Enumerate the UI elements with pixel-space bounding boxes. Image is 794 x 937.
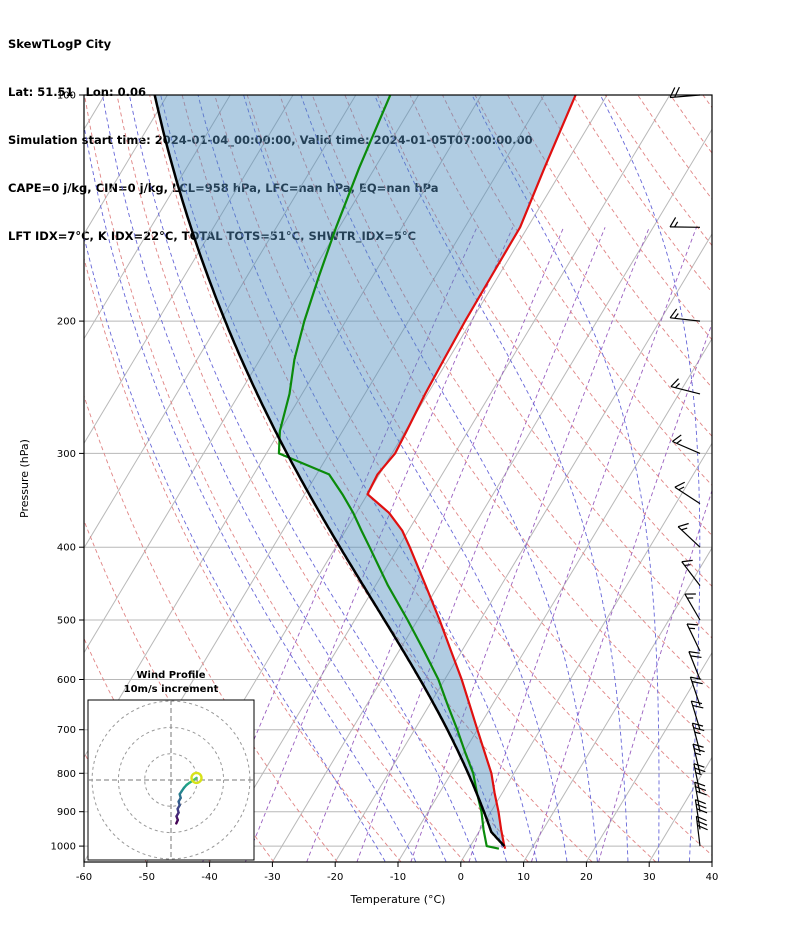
moist-adiabat-lines (84, 95, 701, 862)
negative-area-shading (154, 95, 576, 849)
hodograph-top-marker (190, 771, 203, 785)
x-tick-label: -50 (139, 872, 155, 883)
hodograph-subtitle: 10m/s increment (124, 684, 219, 695)
dewpoint-curve (277, 95, 500, 850)
x-tick-label: 40 (706, 872, 719, 883)
temperature-curve (366, 95, 577, 850)
x-tick-label: 0 (458, 872, 464, 883)
x-tick-label: 10 (517, 872, 530, 883)
header: SkewTLogP City Lat: 51.51 Lon: 0.06 Simu… (8, 4, 533, 276)
y-tick-label: 700 (57, 725, 76, 736)
hodograph-ring (117, 726, 225, 834)
hodograph-inset: Wind Profile 10m/s increment (87, 670, 255, 861)
y-tick-label: 1000 (51, 842, 76, 853)
hodograph-ring (144, 753, 198, 807)
hodograph-ring (91, 700, 251, 860)
x-tick-label: 30 (643, 872, 656, 883)
parcel-curve (153, 95, 506, 847)
x-tick-label: -60 (76, 872, 92, 883)
y-tick-label: 500 (57, 616, 76, 627)
y-tick-label: 200 (57, 317, 76, 328)
dry-adiabat-lines (84, 95, 712, 862)
x-tick-label: -10 (390, 872, 406, 883)
x-tick-label: -40 (201, 872, 217, 883)
x-tick-label: -20 (327, 872, 343, 883)
y-tick-label: 800 (57, 769, 76, 780)
x-tick-label: 20 (580, 872, 593, 883)
hodograph-trace-segment (191, 776, 198, 782)
time-line: Simulation start time: 2024-01-04_00:00:… (8, 133, 533, 147)
y-tick-label: 900 (57, 807, 76, 818)
y-axis-title: Pressure (hPa) (18, 439, 31, 518)
hodograph-title: Wind Profile (137, 670, 206, 681)
x-axis-title: Temperature (°C) (350, 893, 446, 906)
y-tick-label: 100 (57, 91, 76, 102)
wind-barbs (669, 86, 708, 847)
chart-title: SkewTLogP City (8, 37, 112, 51)
y-tick-label: 300 (57, 449, 76, 460)
x-tick-label: -30 (264, 872, 280, 883)
y-tick-label: 400 (57, 543, 76, 554)
y-tick-label: 600 (57, 675, 76, 686)
